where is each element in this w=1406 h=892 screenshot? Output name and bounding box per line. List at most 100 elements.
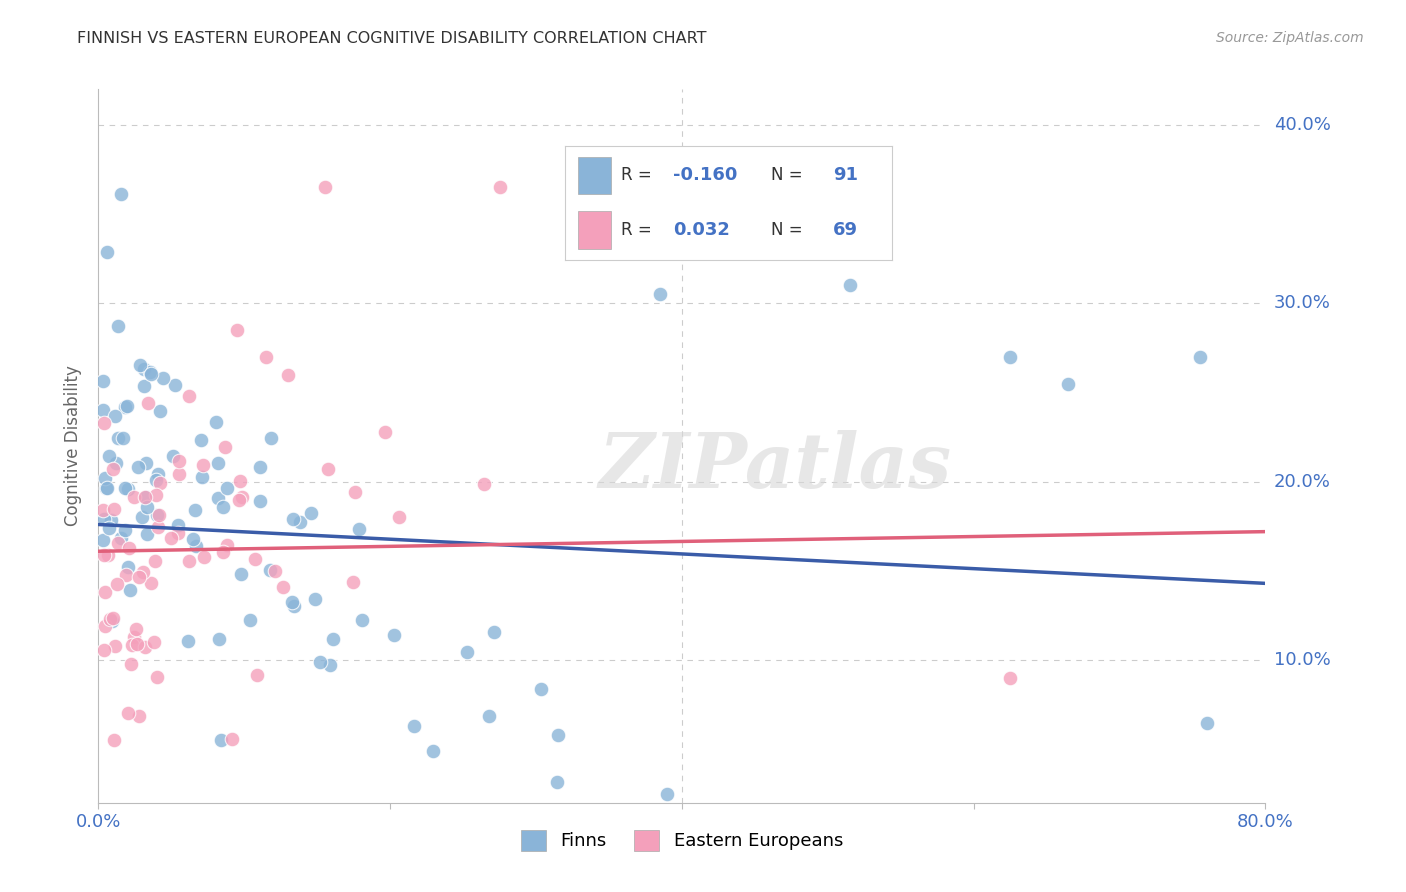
Point [277,368,299,382]
Point [93,471,115,485]
Point [648,287,671,301]
Point [93,643,115,657]
Point [135,456,157,470]
Point [105,577,128,591]
Point [229,474,252,488]
Text: 10.0%: 10.0% [1274,651,1330,669]
Point [488,180,510,194]
Point [122,490,145,504]
Point [91,533,114,547]
Point [209,733,232,747]
Point [344,485,367,500]
Point [114,524,136,538]
Point [149,475,172,490]
Point [167,525,190,540]
Point [132,361,155,376]
Point [281,595,304,609]
Point [127,459,149,474]
Point [131,510,153,524]
Point [998,671,1021,685]
Point [546,774,568,789]
Point [184,503,207,517]
Point [148,508,170,523]
Point [184,539,207,553]
Point [472,476,495,491]
Point [101,462,124,476]
Point [212,545,235,559]
Point [402,719,425,733]
Point [249,460,271,475]
Text: 20.0%: 20.0% [1274,473,1330,491]
Point [207,456,229,470]
Point [259,563,281,577]
Point [94,619,117,633]
Point [107,536,129,550]
Point [190,434,212,448]
Point [162,450,184,464]
Point [290,515,312,529]
Point [319,658,342,673]
Point [103,733,125,747]
Text: 40.0%: 40.0% [1274,116,1330,134]
Point [145,488,167,502]
Point [299,506,322,520]
Point [309,655,332,669]
Point [132,378,155,392]
Point [135,490,157,504]
Legend: Finns, Eastern Europeans: Finns, Eastern Europeans [513,822,851,858]
Point [107,319,129,334]
Point [149,404,172,418]
Point [129,358,152,372]
Point [114,401,136,415]
Point [152,371,174,385]
Point [125,622,148,636]
Point [342,575,364,590]
Point [177,633,200,648]
Point [314,180,336,194]
Point [254,350,277,364]
Point [1188,350,1211,364]
Point [226,323,249,337]
Point [104,639,127,653]
Point [1195,715,1218,730]
Point [128,569,150,583]
Point [163,378,186,392]
Point [456,645,478,659]
Point [478,709,501,723]
Point [193,458,215,473]
Point [96,481,118,495]
Point [97,549,120,563]
Point [148,520,170,534]
Point [110,186,132,201]
Point [349,522,371,536]
Point [103,502,125,516]
Point [374,425,396,440]
Point [998,350,1021,364]
Point [530,682,553,697]
Point [657,787,679,801]
Point [115,400,138,414]
Point [101,615,124,629]
Point [482,625,505,640]
Point [388,510,411,524]
Point [191,470,214,484]
Point [97,521,120,535]
Y-axis label: Cognitive Disability: Cognitive Disability [65,366,83,526]
Point [136,527,159,541]
Point [134,490,156,504]
Text: ZIPatlas: ZIPatlas [599,431,952,504]
Point [93,417,115,431]
Point [104,456,127,470]
Point [96,481,118,495]
Point [115,567,138,582]
Point [132,565,155,579]
Point [103,409,125,423]
Point [838,278,860,293]
Point [103,611,125,625]
Point [145,474,167,488]
Point [214,440,236,454]
Point [260,431,283,445]
Point [143,635,166,649]
Point [193,550,215,565]
Point [181,532,204,546]
